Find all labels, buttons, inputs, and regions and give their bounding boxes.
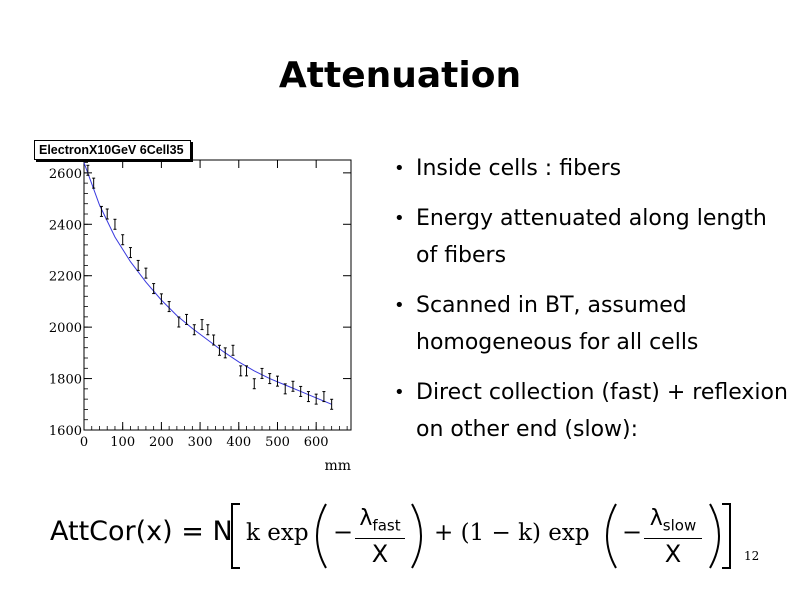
right-square-bracket (722, 503, 731, 569)
left-paren-1 (316, 503, 327, 569)
fraction-fast-numerator: λfast (355, 506, 405, 540)
bullet-dot-icon: • (394, 208, 405, 229)
bullet-text: Direct collection (fast) + reflexion on … (416, 380, 788, 442)
fraction-fast: λfast X (355, 506, 405, 569)
histogram-title: ElectronX10GeV 6Cell35 (34, 140, 191, 160)
formula-lhs: AttCor(x) = N (50, 516, 233, 547)
y-tick-label: 1800 (49, 373, 82, 388)
attenuation-plot: 0 100 200 300 400 500 600 1600 1800 2000 2200 2400 2… (28, 140, 373, 480)
bullet-item: • Direct collection (fast) + reflexion on… (392, 374, 792, 448)
formula-minus-1: − (333, 518, 354, 546)
formula-minus-2: − (622, 518, 643, 546)
bullet-dot-icon: • (394, 158, 405, 179)
fraction-slow-numerator: λslow (644, 506, 702, 540)
slide-title: Attenuation (278, 55, 522, 96)
plot-svg: 0 100 200 300 400 500 600 1600 1800 2000 2200 2400 2… (49, 159, 352, 474)
bullet-list: • Inside cells : fibers • Energy attenuate… (392, 150, 792, 461)
fraction-slow: λslow X (644, 506, 702, 569)
bullet-text: Inside cells : fibers (416, 156, 622, 181)
fraction-slow-denominator: X (664, 540, 682, 569)
x-tick-label: 400 (226, 435, 251, 450)
left-square-bracket (231, 503, 240, 569)
x-tick-label: 600 (304, 435, 329, 450)
y-tick-label: 2000 (49, 321, 82, 336)
formula-plus-term: + (1 − k) exp (434, 520, 590, 546)
y-tick-label: 2200 (49, 270, 82, 285)
page-number: 12 (744, 549, 760, 563)
bullet-dot-icon: • (394, 382, 405, 403)
x-tick-label: 200 (149, 435, 174, 450)
y-tick-label: 1600 (49, 424, 82, 439)
fit-curve (83, 162, 332, 405)
bullet-item: • Inside cells : fibers (392, 150, 792, 187)
lambda-symbol: λ (359, 506, 373, 531)
bullet-item: • Energy attenuated along length of fiber… (392, 200, 792, 274)
fast-subscript: fast (372, 516, 401, 535)
left-paren-2 (606, 503, 617, 569)
x-axis-label: mm (324, 458, 351, 474)
formula-k-exp: k exp (246, 520, 309, 546)
x-tick-label: 100 (110, 435, 135, 450)
bullet-text: Energy attenuated along length of fibers (416, 206, 767, 268)
right-paren-2 (709, 503, 720, 569)
bullet-dot-icon: • (394, 295, 405, 316)
x-tick-label: 300 (188, 435, 213, 450)
y-tick-label: 2600 (49, 167, 82, 182)
x-tick-label: 500 (265, 435, 290, 450)
right-paren-1 (411, 503, 422, 569)
attenuation-formula: AttCor(x) = N k exp − λfast X + (1 − k) … (50, 496, 770, 576)
lambda-symbol: λ (649, 506, 663, 531)
x-tick-label: 0 (80, 435, 88, 450)
slow-subscript: slow (662, 516, 697, 535)
formula-brackets (231, 503, 731, 569)
y-tick-label: 2400 (49, 218, 82, 233)
plot-frame (83, 159, 352, 431)
bullet-item: • Scanned in BT, assumed homogeneous for … (392, 287, 792, 361)
fraction-fast-denominator: X (371, 540, 389, 569)
bullet-text: Scanned in BT, assumed homogeneous for a… (416, 293, 699, 355)
